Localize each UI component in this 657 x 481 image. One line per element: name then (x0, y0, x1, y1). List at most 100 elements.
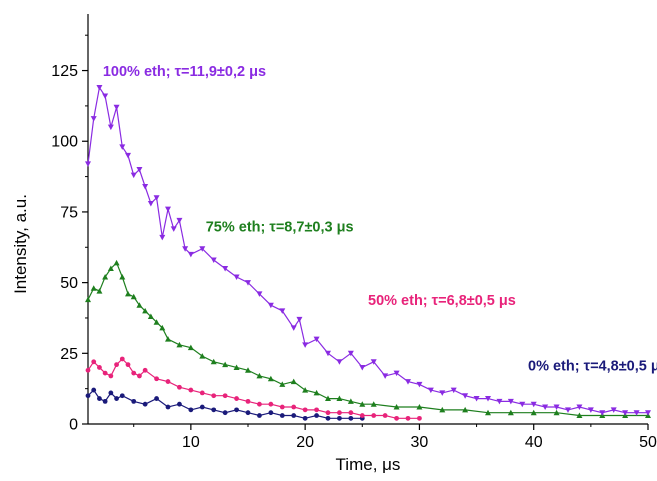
data-point (102, 93, 109, 99)
data-point (417, 415, 422, 421)
data-point (290, 378, 297, 385)
data-point (507, 409, 514, 416)
data-point (553, 404, 560, 411)
data-point (107, 124, 114, 131)
data-point (153, 195, 160, 201)
data-point (267, 302, 274, 309)
data-point (245, 280, 251, 286)
series-line (87, 389, 363, 419)
data-point (142, 367, 148, 373)
data-point (234, 396, 239, 401)
data-point (136, 302, 143, 308)
data-point (553, 409, 560, 416)
data-point (159, 324, 166, 331)
series-0 (85, 85, 651, 416)
series-annotation: 50% eth; τ=6,8±0,5 μs (368, 293, 516, 309)
data-point (97, 396, 102, 401)
data-point (382, 373, 389, 379)
data-point (268, 410, 274, 416)
data-point (108, 373, 114, 379)
data-point (142, 401, 148, 407)
data-point (85, 367, 91, 373)
data-point (530, 401, 537, 408)
data-point (427, 387, 434, 394)
data-point (296, 316, 303, 323)
data-point (450, 387, 457, 394)
data-point (176, 341, 183, 348)
data-point (85, 296, 91, 303)
data-point (347, 350, 354, 357)
data-point (610, 407, 617, 413)
x-tick-label: 10 (182, 434, 200, 451)
series-1 (85, 259, 651, 419)
data-point (576, 412, 583, 419)
data-point (291, 413, 297, 418)
data-point (325, 395, 331, 402)
data-point (325, 410, 331, 416)
data-point (102, 273, 109, 280)
data-point (108, 390, 114, 396)
data-point (233, 364, 240, 370)
data-point (165, 206, 171, 213)
data-point (119, 273, 126, 280)
data-point (113, 259, 120, 266)
data-point (119, 356, 125, 362)
data-point (530, 409, 537, 416)
data-point (165, 404, 171, 410)
data-point (114, 362, 119, 368)
data-point (222, 393, 228, 399)
x-tick-label: 20 (296, 434, 314, 451)
plot-area: 100% eth; τ=11,9±0,2 μs 75% eth; τ=8,7±0,… (85, 64, 657, 421)
data-point (405, 415, 411, 421)
data-point (97, 365, 102, 370)
data-point (302, 387, 309, 393)
data-point (91, 359, 97, 365)
data-point (119, 393, 125, 399)
data-point (347, 398, 354, 404)
data-point (462, 393, 469, 399)
data-point (165, 379, 171, 384)
data-point (90, 116, 97, 122)
x-tick-label: 40 (525, 434, 543, 451)
data-point (267, 375, 274, 382)
series-2 (85, 356, 422, 421)
data-point (137, 373, 142, 379)
data-point (359, 364, 366, 371)
data-point (645, 410, 651, 416)
y-tick-label: 25 (60, 346, 78, 363)
data-point (439, 390, 446, 396)
data-point (633, 410, 640, 416)
data-point (256, 372, 263, 379)
data-point (257, 413, 262, 418)
data-point (102, 398, 108, 404)
data-point (153, 319, 160, 325)
data-point (485, 396, 491, 402)
data-point (257, 401, 262, 407)
series-line (87, 85, 648, 414)
data-point (199, 390, 205, 396)
data-point (337, 410, 342, 416)
data-point (154, 376, 159, 382)
data-point (177, 401, 182, 407)
data-point (113, 104, 120, 111)
data-point (313, 336, 320, 343)
data-point (199, 353, 206, 359)
data-point (473, 396, 480, 402)
data-point (107, 265, 114, 271)
data-point (211, 393, 217, 399)
data-point (245, 367, 251, 373)
y-tick-label: 0 (69, 417, 78, 434)
data-point (125, 290, 131, 297)
data-point (85, 161, 91, 167)
data-point (130, 293, 137, 300)
data-point (565, 407, 571, 413)
data-point (114, 396, 119, 401)
data-point (210, 257, 217, 263)
data-point (96, 85, 103, 91)
data-point (131, 370, 137, 376)
data-point (587, 407, 594, 413)
x-tick-label: 30 (411, 434, 429, 451)
data-point (90, 285, 97, 291)
data-point (211, 407, 217, 413)
